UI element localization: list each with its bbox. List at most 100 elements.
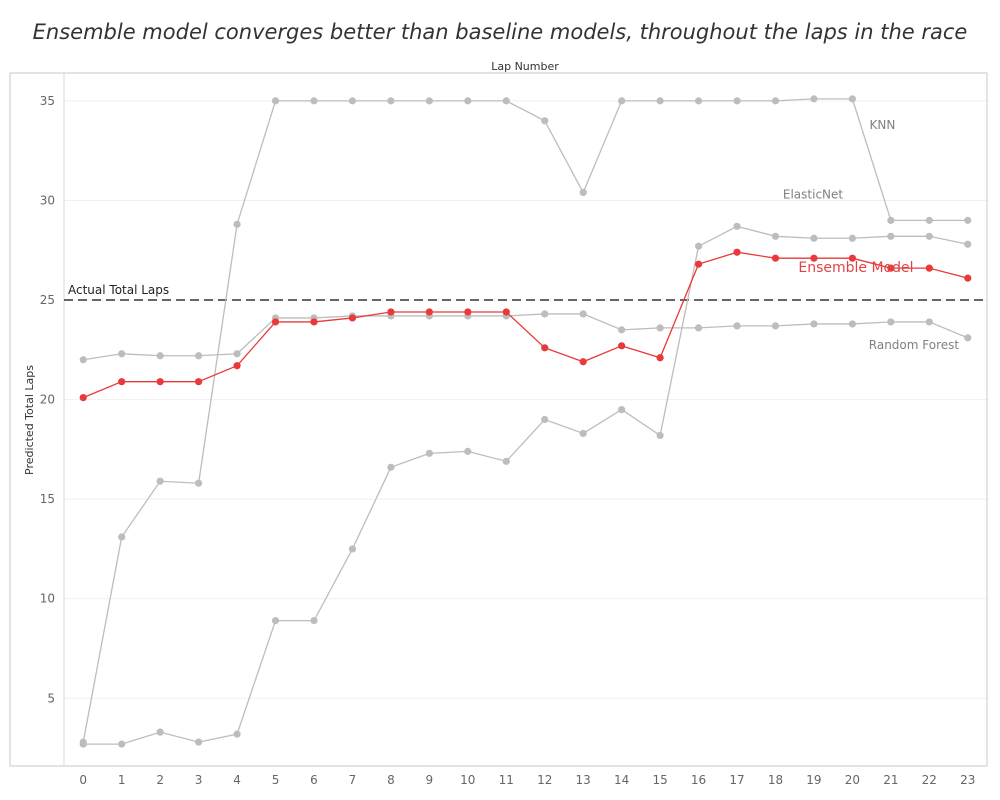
point-ensemble-model-lap-21: [887, 264, 895, 272]
x-tick-label-2: 2: [156, 773, 164, 787]
point-ensemble-model-lap-12: [541, 344, 549, 352]
x-tick-label-13: 13: [576, 773, 591, 787]
point-random-forest-lap-16: [694, 324, 703, 332]
x-tick-label-19: 19: [806, 773, 821, 787]
point-random-forest-lap-13: [579, 310, 587, 318]
x-tick-label-22: 22: [922, 773, 937, 787]
series-layer: KNN ElasticNet Random Forest Ensemble Model: [79, 95, 972, 748]
point-random-forest-lap-0: [79, 356, 87, 364]
series-line-random-forest: [83, 313, 969, 361]
series-line-elasticnet: [83, 225, 968, 745]
point-elasticnet-lap-11: [502, 457, 510, 465]
point-ensemble-model-lap-14: [618, 342, 626, 350]
x-tick-label-18: 18: [768, 773, 783, 787]
point-knn-lap-7: [348, 97, 357, 105]
point-random-forest-lap-21: [887, 318, 895, 326]
point-ensemble-model-lap-3: [195, 378, 203, 386]
point-knn-lap-18: [771, 97, 780, 105]
point-knn-lap-20: [848, 95, 856, 103]
point-ensemble-model-lap-6: [310, 318, 318, 326]
point-knn-lap-8: [387, 97, 395, 105]
point-elasticnet-lap-9: [425, 449, 433, 457]
point-ensemble-model-lap-1: [118, 378, 126, 386]
y-axis-ticks: 5 10 15 20 25 30 35: [40, 94, 55, 705]
point-elasticnet-lap-15: [656, 431, 664, 440]
point-elasticnet-lap-2: [156, 728, 164, 736]
point-ensemble-model-lap-22: [925, 264, 933, 272]
series-line-ensemble-model: [82, 251, 968, 399]
actual-total-laps-label: Actual Total Laps: [68, 283, 169, 297]
plot-frame: [9, 72, 988, 767]
point-random-forest-lap-12: [541, 310, 549, 318]
point-ensemble-model-lap-7: [348, 314, 357, 322]
point-random-forest-lap-1: [118, 350, 126, 358]
y-axis-title: Predicted Total Laps: [23, 365, 36, 475]
point-random-forest-lap-3: [195, 352, 203, 360]
x-tick-label-8: 8: [387, 773, 395, 787]
point-elasticnet-lap-6: [310, 617, 318, 625]
point-elasticnet-lap-20: [848, 234, 856, 242]
series-elasticnet: ElasticNet: [79, 187, 972, 748]
chart-title: Ensemble model converges better than bas…: [32, 20, 968, 44]
point-ensemble-model-lap-4: [233, 362, 241, 370]
point-random-forest-lap-23: [964, 334, 972, 342]
x-tick-label-16: 16: [691, 773, 706, 787]
point-knn-lap-21: [887, 216, 895, 224]
point-knn-lap-16: [694, 97, 703, 105]
point-ensemble-model-lap-16: [694, 260, 703, 268]
point-ensemble-model-lap-10: [464, 308, 472, 316]
point-ensemble-model-lap-18: [771, 254, 780, 262]
point-ensemble-model-lap-20: [848, 254, 856, 262]
x-tick-label-4: 4: [233, 773, 241, 787]
x-tick-label-14: 14: [614, 773, 629, 787]
x-tick-label-10: 10: [460, 773, 475, 787]
point-elasticnet-lap-7: [348, 545, 357, 553]
point-knn-lap-15: [656, 97, 664, 105]
x-axis-ticks: 0 1 2 3 4 5 6 7 8 9 10 11 12 13 14 15 16 17 18 19 20 21 22 23: [79, 773, 975, 787]
point-knn-lap-10: [464, 97, 472, 105]
x-tick-label-11: 11: [499, 773, 514, 787]
point-knn-lap-1: [118, 533, 126, 541]
point-elasticnet-lap-13: [579, 429, 587, 438]
point-knn-lap-4: [233, 220, 241, 228]
point-knn-lap-17: [733, 97, 741, 105]
point-random-forest-lap-17: [733, 322, 741, 330]
series-label-elasticnet: ElasticNet: [783, 187, 844, 201]
point-random-forest-lap-15: [656, 324, 664, 332]
series-knn: KNN: [79, 95, 972, 746]
y-tick-label-10: 10: [40, 592, 55, 606]
point-ensemble-model-lap-0: [79, 393, 87, 402]
point-ensemble-model-lap-9: [425, 308, 433, 316]
y-tick-label-20: 20: [40, 393, 55, 407]
point-elasticnet-lap-3: [195, 738, 203, 746]
point-ensemble-model-lap-8: [387, 308, 395, 316]
x-tick-label-20: 20: [845, 773, 860, 787]
x-axis-title: Lap Number: [491, 60, 559, 73]
x-tick-label-17: 17: [729, 773, 744, 787]
point-elasticnet-lap-17: [733, 222, 741, 230]
point-elasticnet-lap-0: [79, 740, 87, 748]
point-knn-lap-5: [271, 97, 280, 105]
point-elasticnet-lap-10: [464, 447, 472, 455]
point-ensemble-model-lap-5: [271, 318, 280, 326]
x-tick-label-12: 12: [537, 773, 552, 787]
point-random-forest-lap-20: [848, 320, 856, 328]
y-tick-label-35: 35: [40, 94, 55, 108]
point-knn-lap-12: [541, 117, 549, 125]
point-ensemble-model-lap-19: [810, 254, 818, 262]
gridlines: [64, 100, 987, 699]
series-line-knn: [82, 98, 968, 743]
point-ensemble-model-lap-23: [964, 274, 972, 282]
point-elasticnet-lap-12: [541, 415, 549, 424]
point-elasticnet-lap-21: [887, 232, 895, 240]
point-random-forest-lap-22: [925, 318, 933, 326]
x-tick-label-1: 1: [118, 773, 126, 787]
point-elasticnet-lap-22: [925, 232, 933, 240]
point-knn-lap-9: [425, 97, 433, 105]
point-elasticnet-lap-19: [810, 234, 818, 242]
series-label-ensemble-model: Ensemble Model: [798, 260, 913, 276]
point-knn-lap-11: [502, 97, 510, 105]
point-random-forest-lap-18: [771, 322, 780, 330]
point-elasticnet-lap-8: [387, 463, 395, 471]
point-ensemble-model-lap-15: [656, 354, 664, 362]
